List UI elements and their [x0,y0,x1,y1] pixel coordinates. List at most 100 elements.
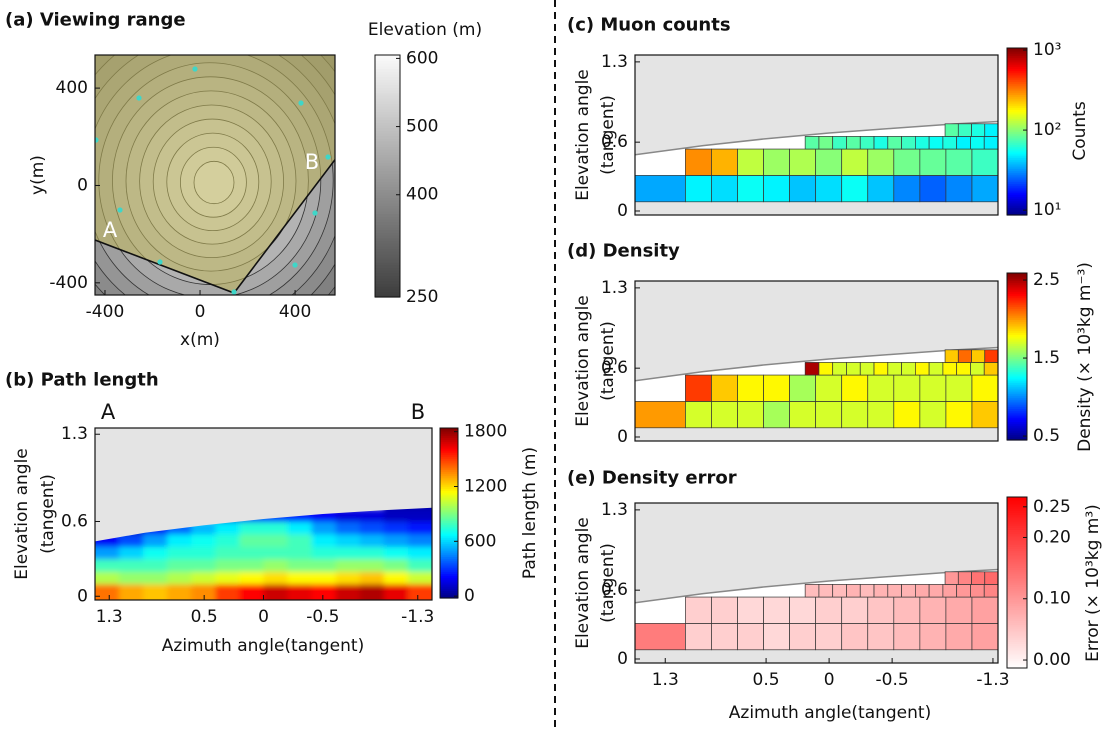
x-tick-label: -400 [86,302,125,322]
colorbar-swatch [1007,419,1027,423]
tile [634,175,686,203]
heat-cell [263,521,289,535]
colorbar-swatch [1007,567,1027,570]
x-axis-label: Azimuth angle(tangent) [162,636,364,656]
colorbar-swatch [1007,99,1027,103]
colorbar-swatch [375,186,400,191]
heat-cell [383,571,409,585]
colorbar-swatch [1007,376,1027,380]
tile [867,596,895,624]
colorbar-swatch [1007,273,1027,276]
colorbar-swatch [1007,203,1027,207]
tile [919,623,947,651]
colorbar-swatch [440,456,458,459]
colorbar-tick-label: 0.20 [1033,527,1071,547]
heat-cell [263,533,289,547]
colorbar-swatch [1007,404,1027,408]
colorbar-swatch [1007,146,1027,149]
colorbar-swatch [440,488,458,491]
colorbar-swatch [1007,59,1027,62]
colorbar-swatch [1007,611,1027,614]
colorbar-swatch [1007,79,1027,82]
colorbar-swatch [1007,176,1027,179]
colorbar-swatch [375,165,400,169]
colorbar-swatch [375,76,400,80]
heat-cell [215,533,240,547]
tile [685,148,712,176]
colorbar-swatch [440,467,458,471]
colorbar-swatch [440,560,458,563]
y-tick-label: 1.3 [601,500,628,520]
colorbar-swatch [1007,635,1027,639]
heat-cell [407,571,432,585]
tile [928,584,944,598]
colorbar-swatch [1007,306,1027,309]
colorbar-swatch [1007,369,1027,372]
colorbar-swatch [375,283,400,287]
colorbar-swatch [1007,198,1027,201]
colorbar-swatch [1007,137,1027,140]
colorbar-swatch [1007,310,1027,313]
tile [893,401,921,429]
tile [919,401,947,429]
colorbar-swatch [440,567,458,571]
heat-cell [239,571,264,585]
colorbar-swatch [440,596,458,599]
tile [919,175,947,203]
tile [815,374,843,402]
tile [711,148,738,176]
heat-cell [215,571,240,585]
colorbar-swatch [1007,578,1027,582]
colorbar-swatch [375,103,400,107]
colorbar-swatch [440,594,458,597]
tile [737,175,764,203]
tile [789,175,817,203]
colorbar-swatch [375,291,400,295]
colorbar-swatch [1007,304,1027,307]
colorbar-swatch [375,219,400,223]
colorbar-swatch [375,262,400,266]
colorbar-swatch [1007,328,1027,332]
colorbar-swatch [1007,607,1027,610]
colorbar-swatch [440,535,458,539]
tile [984,123,999,137]
colorbar-swatch [440,537,458,541]
colorbar-swatch [440,539,458,542]
colorbar-swatch [1007,531,1027,534]
tile [859,584,875,598]
heat-cell [359,546,385,560]
y-tick-label: 0.6 [601,358,628,378]
tile [971,148,999,176]
colorbar-swatch [1007,189,1027,192]
colorbar-swatch [1007,107,1027,110]
colorbar-swatch [1007,614,1027,618]
colorbar-swatch [1007,319,1027,322]
colorbar-swatch [1007,133,1027,136]
tile [970,584,985,598]
colorbar-swatch [440,516,458,520]
colorbar-frame [374,54,401,298]
colorbar-swatch [1007,395,1027,398]
colorbar-swatch [1007,179,1027,183]
colorbar-swatch [375,100,400,104]
colorbar-swatch [1007,151,1027,155]
colorbar-swatch [1007,142,1027,146]
tile [832,362,847,376]
colorbar-swatch [1007,190,1027,194]
colorbar-swatch [1007,375,1027,378]
tile [915,362,930,376]
plot-frame [94,427,433,601]
tile [685,175,712,203]
colorbar-swatch [1007,391,1027,395]
colorbar-swatch [1007,401,1027,404]
tile [971,349,986,363]
detector-site [136,95,142,101]
tile [711,596,738,624]
colorbar-swatch [440,520,458,524]
colorbar-swatch [1007,83,1027,86]
tile [971,596,999,624]
colorbar-swatch [1007,510,1027,513]
colorbar-swatch [1007,388,1027,391]
colorbar-frame [1006,272,1028,441]
y-axis-label: (tangent) [598,95,618,175]
